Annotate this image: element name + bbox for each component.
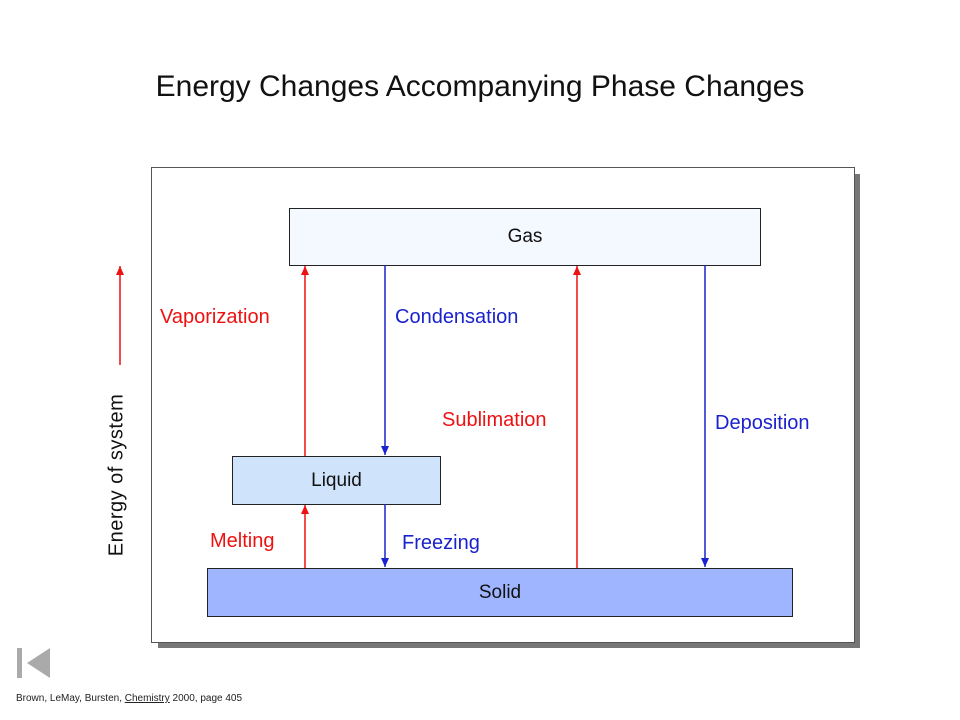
- condensation-label: Condensation: [395, 306, 519, 328]
- citation-book: Chemistry: [124, 693, 170, 704]
- freezing-label: Freezing: [402, 532, 480, 554]
- solid-box: Solid: [207, 568, 793, 617]
- liquid-label: Liquid: [311, 469, 362, 491]
- energy-axis-label: Energy of system: [105, 393, 128, 557]
- gas-box: Gas: [289, 208, 761, 266]
- melting-label: Melting: [210, 530, 275, 552]
- citation: Brown, LeMay, Bursten, Chemistry 2000, p…: [16, 693, 242, 704]
- vaporization-label: Vaporization: [160, 306, 270, 328]
- gas-label: Gas: [507, 226, 543, 247]
- liquid-box: Liquid: [232, 456, 441, 505]
- first-page-icon[interactable]: [16, 646, 52, 680]
- citation-details: 2000, page 405: [169, 693, 243, 704]
- page-title: Energy Changes Accompanying Phase Change…: [155, 70, 805, 103]
- solid-label: Solid: [478, 581, 522, 603]
- deposition-label: Deposition: [715, 412, 810, 434]
- citation-authors: Brown, LeMay, Bursten,: [16, 693, 125, 704]
- sublimation-label: Sublimation: [442, 409, 547, 431]
